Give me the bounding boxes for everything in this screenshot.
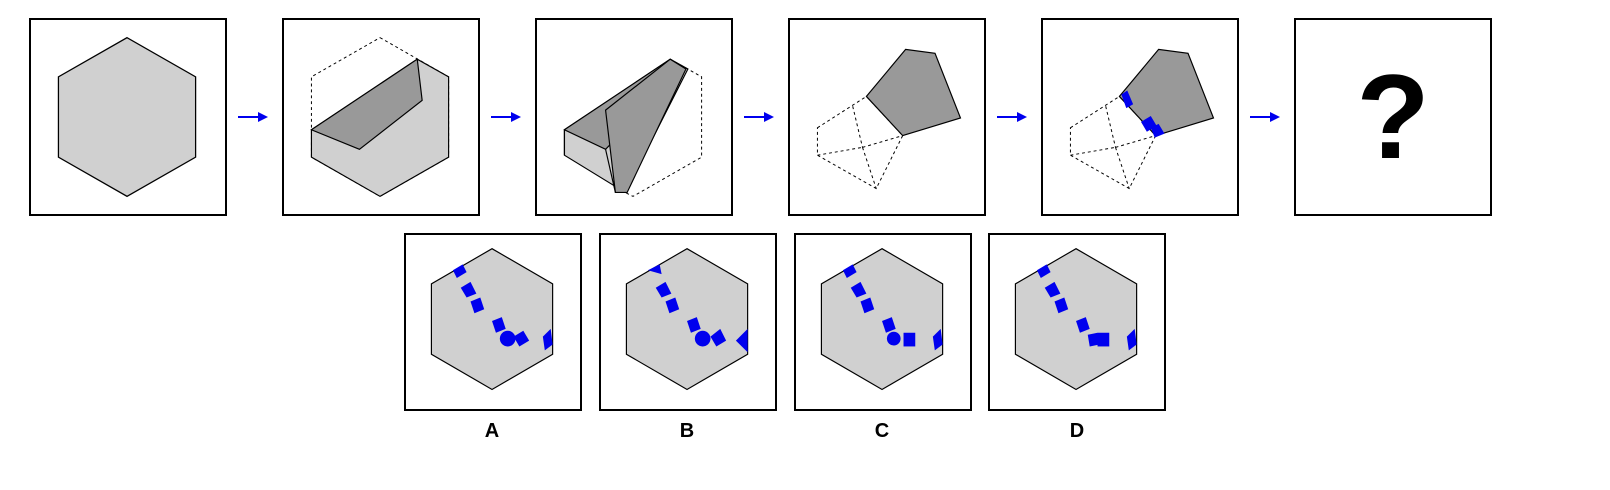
hole-punch xyxy=(1150,123,1165,138)
dashed-folds xyxy=(816,95,904,190)
hexagon-paper xyxy=(625,248,749,391)
step-5-panel xyxy=(1041,18,1239,216)
right-arrow-icon xyxy=(997,110,1027,124)
option-c-label: C xyxy=(874,420,890,442)
hexagon-paper xyxy=(57,36,197,198)
step-1-figure xyxy=(57,36,197,198)
option-d-label: D xyxy=(1069,420,1085,442)
dashed-outline xyxy=(624,58,703,197)
hexagon-paper xyxy=(820,248,944,391)
option-a-label: A xyxy=(484,420,500,442)
option-b-label: B xyxy=(679,420,695,442)
step-4-figure xyxy=(816,48,962,190)
step-2-panel xyxy=(282,18,480,216)
answer-panel: ? xyxy=(1294,18,1492,216)
step-5-figure xyxy=(1069,48,1215,190)
folded-pentagon xyxy=(1118,48,1215,137)
dashed-folds xyxy=(1069,95,1157,190)
option-a-panel[interactable] xyxy=(404,233,582,411)
second-flap xyxy=(604,58,687,194)
hexagon-paper xyxy=(1014,248,1138,391)
right-arrow-icon xyxy=(744,110,774,124)
holes xyxy=(842,264,943,351)
step-2-figure xyxy=(310,37,450,198)
question-mark: ? xyxy=(1356,50,1430,184)
right-arrow-icon xyxy=(491,110,521,124)
option-b-figure xyxy=(625,248,749,391)
option-c-figure xyxy=(820,248,944,391)
folded-flap xyxy=(310,58,423,151)
folded-pentagon xyxy=(865,48,962,137)
option-d-figure xyxy=(1014,248,1138,391)
step-4-panel xyxy=(788,18,986,216)
right-arrow-icon xyxy=(238,110,268,124)
option-a-figure xyxy=(430,248,554,391)
option-b-panel[interactable] xyxy=(599,233,777,411)
step-3-panel xyxy=(535,18,733,216)
option-c-panel[interactable] xyxy=(794,233,972,411)
right-arrow-icon xyxy=(1250,110,1280,124)
holes xyxy=(1036,264,1137,351)
step-3-figure xyxy=(563,58,703,197)
step-1-panel xyxy=(29,18,227,216)
hole-punch xyxy=(1121,90,1134,109)
hexagon-paper xyxy=(430,248,554,391)
option-d-panel[interactable] xyxy=(988,233,1166,411)
